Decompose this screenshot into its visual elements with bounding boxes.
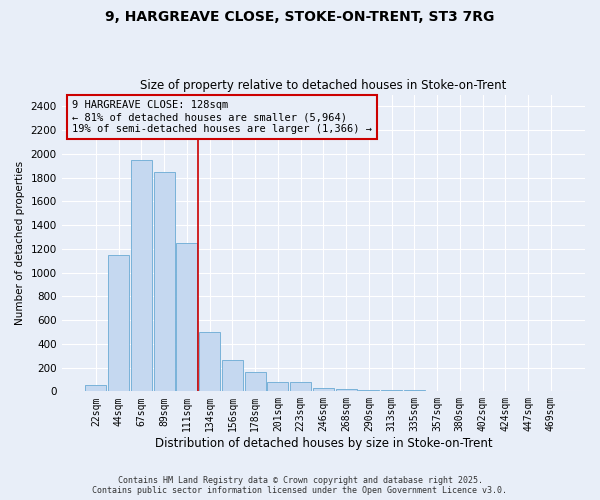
Bar (449, 390, 470, 392)
Y-axis label: Number of detached properties: Number of detached properties (15, 161, 25, 325)
Text: 9, HARGREAVE CLOSE, STOKE-ON-TRENT, ST3 7RG: 9, HARGREAVE CLOSE, STOKE-ON-TRENT, ST3 … (106, 10, 494, 24)
Bar (381, 390, 402, 392)
X-axis label: Distribution of detached houses by size in Stoke-on-Trent: Distribution of detached houses by size … (155, 437, 492, 450)
Bar (108, 255, 129, 392)
Bar (427, 390, 448, 392)
Bar (313, 388, 334, 392)
Bar (199, 332, 220, 392)
Bar (290, 382, 311, 392)
Bar (335, 389, 356, 392)
Bar (268, 382, 289, 392)
Bar (154, 172, 175, 392)
Bar (131, 160, 152, 392)
Bar (245, 372, 266, 392)
Bar (222, 360, 243, 392)
Bar (358, 390, 379, 392)
Title: Size of property relative to detached houses in Stoke-on-Trent: Size of property relative to detached ho… (140, 79, 506, 92)
Bar (176, 243, 197, 392)
Bar (85, 386, 106, 392)
Text: 9 HARGREAVE CLOSE: 128sqm
← 81% of detached houses are smaller (5,964)
19% of se: 9 HARGREAVE CLOSE: 128sqm ← 81% of detac… (72, 100, 372, 134)
Text: Contains HM Land Registry data © Crown copyright and database right 2025.
Contai: Contains HM Land Registry data © Crown c… (92, 476, 508, 495)
Bar (404, 390, 425, 392)
